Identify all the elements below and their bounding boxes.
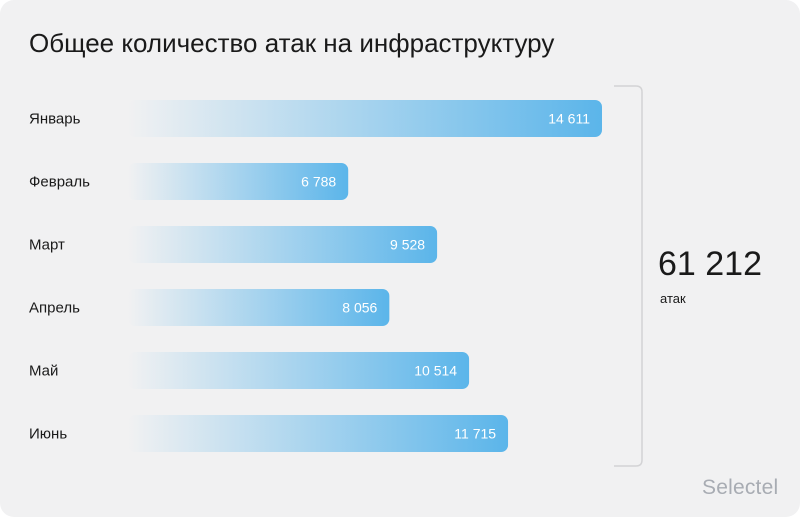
total-value: 61 212 [658,245,762,283]
chart-title: Общее количество атак на инфраструктуру [29,28,555,58]
total-unit: атак [660,291,686,306]
bar [128,100,602,137]
category-label: Июнь [29,426,67,443]
total-bracket [614,85,643,467]
category-label: Март [29,237,65,254]
bar-value-label: 8 056 [342,300,377,316]
bar [128,289,390,326]
category-label: Февраль [29,174,90,191]
selectel-logo: Selectel [702,476,779,499]
bar [128,226,438,263]
bar-value-label: 6 788 [301,174,336,190]
bar [128,352,470,389]
bar-value-label: 9 528 [390,237,425,253]
category-label: Май [29,363,58,380]
category-label: Январь [29,111,81,128]
bar-value-label: 14 611 [548,111,590,127]
bar-value-label: 11 715 [454,426,496,442]
bar [128,163,349,200]
bar [128,415,509,452]
bar-value-label: 10 514 [414,363,457,379]
category-label: Апрель [29,300,80,317]
